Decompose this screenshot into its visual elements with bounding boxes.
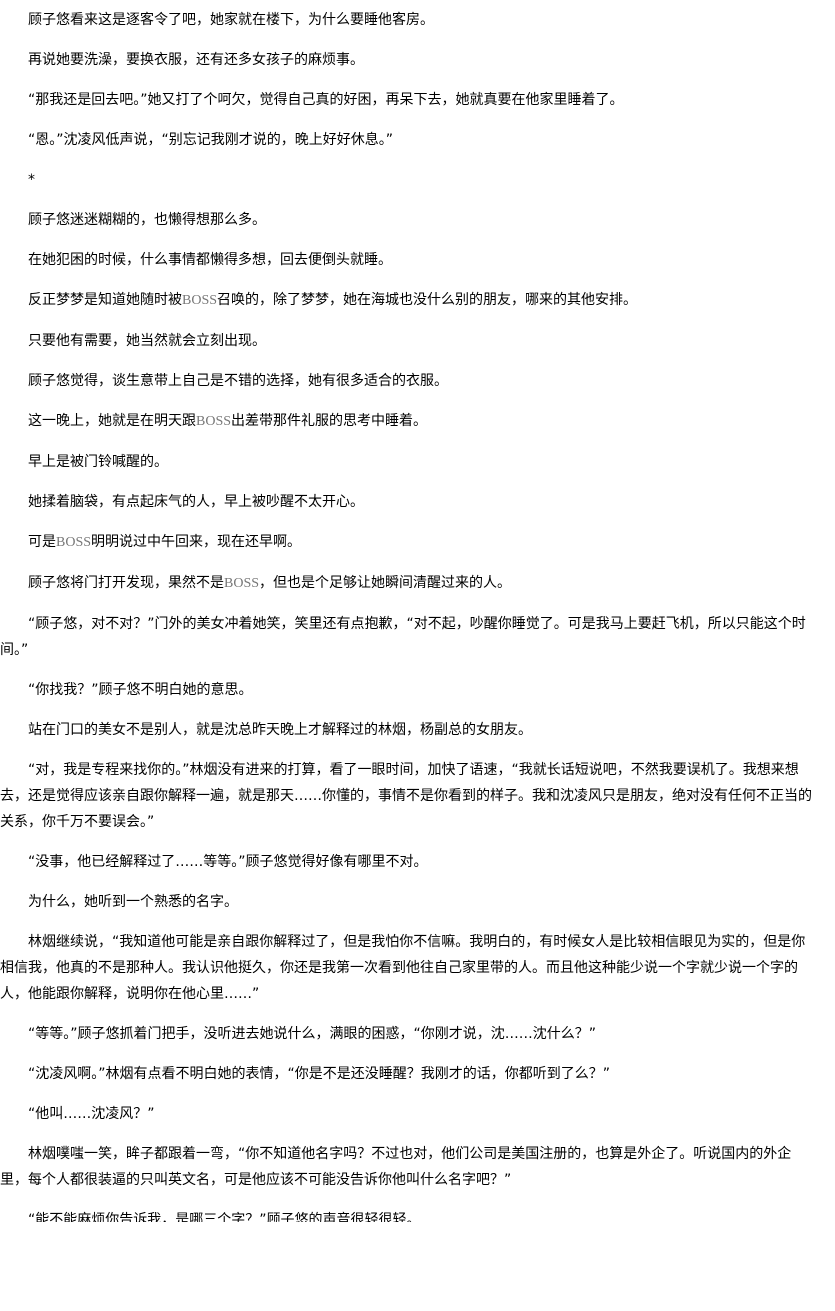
paragraph: 顾子悠觉得，谈生意带上自己是不错的选择，她有很多适合的衣服。 [28,373,448,389]
paragraph: 为什么，她听到一个熟悉的名字。 [28,894,238,910]
paragraph: * [28,172,35,188]
paragraph: “对，我是专程来找你的。”林烟没有进来的打算，看了一眼时间，加快了语速，“我就长… [0,762,812,830]
paragraph: 这一晚上，她就是在明天跟BOSS出差带那件礼服的思考中睡着。 [28,413,428,429]
paragraph: 在她犯困的时候，什么事情都懒得多想，回去便倒头就睡。 [28,252,392,268]
highlighted-term: BOSS [224,576,260,591]
paragraph: 站在门口的美女不是别人，就是沈总昨天晚上才解释过的林烟，杨副总的女朋友。 [28,722,532,738]
highlighted-term: BOSS [196,414,232,429]
paragraph: 林烟继续说，“我知道他可能是亲自跟你解释过了，但是我怕你不信嘛。我明白的，有时候… [0,934,806,1002]
paragraph: “没事，他已经解释过了……等等。”顾子悠觉得好像有哪里不对。 [28,854,428,870]
paragraph: 可是BOSS明明说过中午回来，现在还早啊。 [28,534,302,550]
paragraph: 再说她要洗澡，要换衣服，还有还多女孩子的麻烦事。 [28,52,364,68]
paragraph: 顾子悠将门打开发现，果然不是BOSS，但也是个足够让她瞬间清醒过来的人。 [28,575,512,591]
paragraph: 顾子悠看来这是逐客令了吧，她家就在楼下，为什么要睡他客房。 [28,12,434,28]
paragraph: 她揉着脑袋，有点起床气的人，早上被吵醒不太开心。 [28,494,364,510]
paragraph: 早上是被门铃喊醒的。 [28,454,168,470]
paragraph: “能不能麻烦你告诉我，是哪三个字？”顾子悠的声音很轻很轻。 [28,1212,421,1222]
paragraph: 反正梦梦是知道她随时被BOSS召唤的，除了梦梦，她在海城也没什么别的朋友，哪来的… [28,292,638,308]
paragraph: “他叫……沈凌风？” [28,1106,155,1122]
paragraph: 顾子悠迷迷糊糊的，也懒得想那么多。 [28,212,266,228]
highlighted-term: BOSS [182,293,218,308]
paragraph: “沈凌风啊。”林烟有点看不明白她的表情，“你是不是还没睡醒？我刚才的话，你都听到… [28,1066,611,1082]
paragraph: 林烟噗嗤一笑，眸子都跟着一弯，“你不知道他名字吗？不过也对，他们公司是美国注册的… [0,1146,792,1188]
document-body: 顾子悠看来这是逐客令了吧，她家就在楼下，为什么要睡他客房。 再说她要洗澡，要换衣服… [0,12,812,1222]
highlighted-term: BOSS [56,535,92,550]
paragraph: “你找我？”顾子悠不明白她的意思。 [28,682,253,698]
paragraph: “恩。”沈凌风低声说，“别忘记我刚才说的，晚上好好休息。” [28,132,394,148]
paragraph: 只要他有需要，她当然就会立刻出现。 [28,333,266,349]
paragraph: “等等。”顾子悠抓着门把手，没听进去她说什么，满眼的困惑，“你刚才说，沈……沈什… [28,1026,597,1042]
paragraph: “顾子悠，对不对？”门外的美女冲着她笑，笑里还有点抱歉，“对不起，吵醒你睡觉了。… [0,616,806,658]
paragraph: “那我还是回去吧。”她又打了个呵欠，觉得自己真的好困，再呆下去，她就真要在他家里… [28,92,624,108]
